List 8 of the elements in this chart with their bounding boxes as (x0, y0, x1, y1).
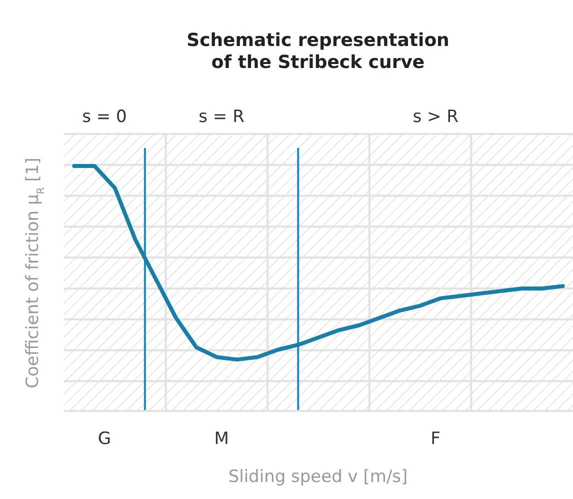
text: s = 0 (82, 107, 127, 127)
x-axis-title: Sliding speed v [m/s] (228, 467, 408, 487)
chart-title: Schematic representation of the Stribeck curve (186, 30, 450, 73)
text: M (214, 429, 229, 449)
text: F (430, 429, 440, 449)
text: s > R (412, 107, 459, 127)
text: s = R (198, 107, 245, 127)
text: G (98, 429, 112, 449)
